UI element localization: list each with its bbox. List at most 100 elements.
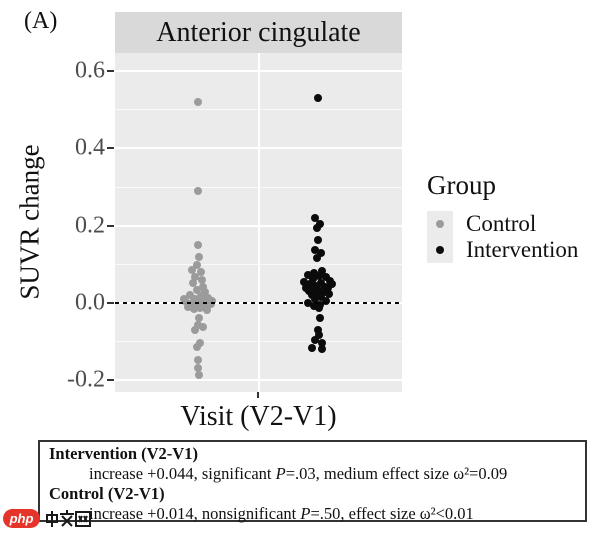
y-tick-mark [107, 379, 114, 382]
data-point-intervention [313, 289, 321, 298]
y-tick-mark [107, 224, 114, 227]
data-point-intervention [317, 278, 325, 287]
data-point-intervention [311, 246, 319, 255]
stats-box: Intervention (V2-V1) increase +0.044, si… [38, 440, 587, 524]
data-point-control [191, 326, 199, 335]
data-point-intervention [317, 249, 325, 258]
y-tick-label: -0.2 [67, 366, 105, 393]
data-point-intervention [311, 213, 319, 222]
data-point-control [194, 321, 202, 330]
data-point-control [195, 314, 203, 323]
legend-item-intervention: Intervention [420, 237, 605, 263]
data-point-intervention [318, 267, 326, 276]
x-axis-tick-mark [257, 392, 259, 398]
data-point-intervention [313, 223, 321, 232]
y-tick-label: 0.4 [75, 134, 105, 161]
data-point-intervention [304, 270, 312, 279]
data-point-control [190, 304, 198, 313]
cjk-watermark-glyphs [46, 509, 91, 527]
data-point-intervention [315, 271, 323, 280]
y-tick-mark [107, 147, 114, 150]
data-point-control [197, 268, 205, 277]
data-point-intervention [324, 284, 332, 293]
data-point-intervention [311, 295, 319, 304]
data-point-control [191, 273, 199, 282]
data-point-control [181, 297, 189, 306]
p-symbol: P [300, 504, 311, 523]
data-point-control [194, 241, 202, 250]
data-point-intervention [322, 297, 330, 306]
stats-text: increase +0.014, nonsignificant [89, 504, 301, 523]
data-point-intervention [315, 331, 323, 340]
data-point-control [193, 285, 201, 294]
data-point-control [195, 370, 203, 379]
legend-key-box [427, 237, 453, 263]
x-axis-label: Visit (V2-V1) [180, 401, 337, 432]
data-point-control [195, 253, 203, 261]
data-point-intervention [315, 304, 323, 313]
data-point-control [194, 355, 202, 364]
data-point-intervention [328, 280, 336, 289]
data-point-control [186, 291, 194, 300]
data-point-control [194, 98, 202, 107]
facet-strip: Anterior cingulate [115, 12, 402, 53]
y-tick-label: 0.0 [75, 289, 105, 316]
data-point-control [188, 266, 196, 275]
data-point-control [196, 303, 204, 312]
plot-panel [115, 53, 402, 392]
y-tick-label: 0.2 [75, 212, 105, 239]
data-point-intervention [314, 326, 322, 335]
data-point-control [203, 305, 211, 314]
stats-text: increase +0.044, significant [89, 464, 276, 483]
watermark: php [3, 509, 94, 528]
data-point-intervention [313, 254, 321, 263]
data-point-intervention [316, 314, 324, 323]
data-point-intervention [318, 344, 326, 353]
p-symbol: P [275, 464, 286, 483]
data-point-intervention [311, 336, 319, 345]
data-point-control [194, 363, 202, 372]
legend-title: Group [427, 170, 496, 200]
data-point-control [199, 283, 207, 292]
data-point-control [194, 186, 202, 195]
legend-item-control: Control [420, 211, 605, 237]
data-point-control [201, 288, 209, 297]
data-point-control [189, 278, 197, 287]
data-point-control [197, 292, 205, 301]
zero-reference-line [115, 301, 402, 305]
data-point-control [198, 275, 206, 284]
y-tick-mark [107, 70, 114, 73]
data-point-control [193, 343, 201, 352]
major-gridline-vertical [257, 53, 260, 392]
data-point-intervention [300, 277, 308, 286]
data-point-intervention [316, 219, 324, 228]
panel-label: (A) [24, 8, 58, 34]
control-dot-icon [436, 220, 444, 228]
stats-intervention-header: Intervention (V2-V1) [49, 444, 198, 463]
stats-intervention-line: increase +0.044, significant P=.03, medi… [49, 464, 579, 484]
stats-text: =.50, effect size ω²<0.01 [310, 504, 474, 523]
data-point-intervention [317, 293, 325, 302]
data-point-intervention [310, 302, 318, 311]
legend: Group Control Intervention [420, 170, 605, 263]
data-point-intervention [325, 290, 333, 299]
data-point-intervention [310, 268, 318, 277]
data-point-intervention [318, 339, 326, 348]
data-point-control [199, 322, 207, 331]
data-point-intervention [306, 279, 314, 288]
y-tick-mark [107, 302, 114, 304]
stats-control-line: increase +0.014, nonsignificant P=.50, e… [49, 504, 579, 524]
data-point-intervention [308, 344, 316, 353]
y-axis-title: SUVR change [14, 144, 45, 300]
data-point-intervention [320, 288, 328, 297]
legend-key-box [427, 211, 453, 237]
y-tick-label: 0.6 [75, 57, 105, 84]
legend-label: Intervention [466, 237, 579, 262]
data-point-control [184, 302, 192, 311]
facet-title: Anterior cingulate [156, 16, 361, 48]
data-point-control [193, 261, 201, 270]
stats-control-header: Control (V2-V1) [49, 484, 165, 503]
data-point-intervention [309, 275, 317, 284]
data-point-control [196, 339, 204, 348]
